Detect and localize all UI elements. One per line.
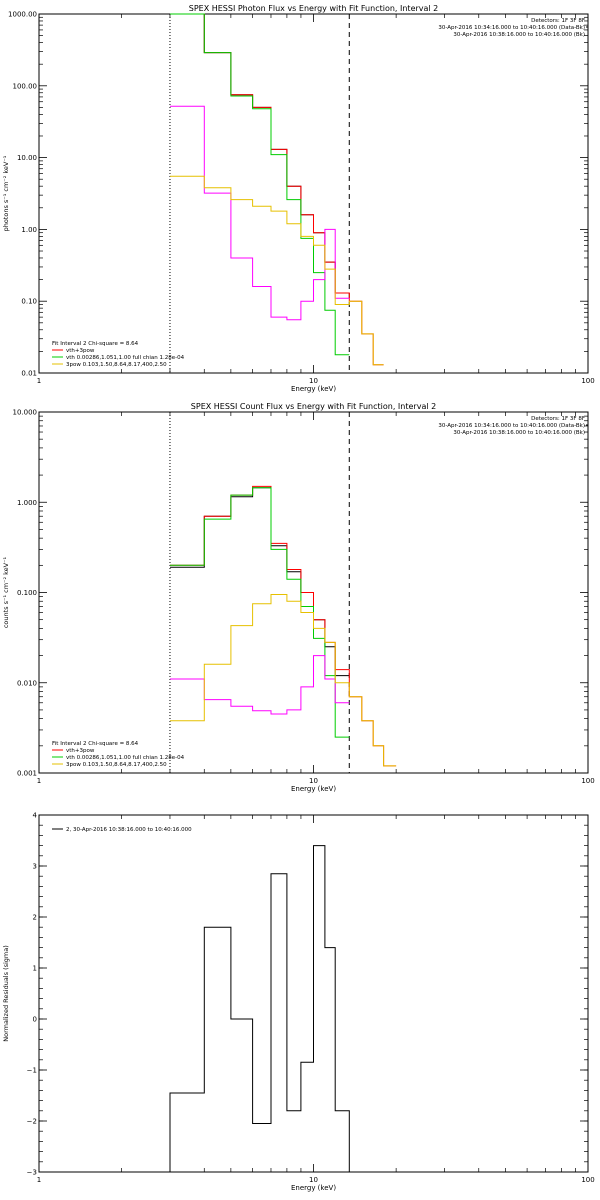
y-tick-label: 1.00 xyxy=(21,226,37,234)
y-tick-label: −1 xyxy=(27,1067,37,1075)
series-line-2 xyxy=(170,13,384,366)
info-text: 30-Apr-2016 10:38:16.000 to 10:40:16.000… xyxy=(453,32,585,38)
x-tick-label: 10 xyxy=(309,1176,318,1184)
legend-label: vth 0.00286,1.051,1.00 full chian 1.28e-… xyxy=(66,755,185,761)
y-axis-label: photons s⁻¹ cm⁻² keV⁻¹ xyxy=(2,155,10,231)
x-tick-label: 100 xyxy=(581,1176,594,1184)
y-tick-label: 0 xyxy=(33,1016,37,1024)
legend-label: 3pow 0.103,1.50,8.64,8.17,400,2.50 xyxy=(66,762,167,768)
x-axis-label: Energy (keV) xyxy=(291,1184,336,1192)
y-tick-label: −2 xyxy=(27,1118,37,1126)
legend-label: vth 0.00286,1.051,1.00 full chian 1.28e-… xyxy=(66,355,185,361)
legend-label: 2, 30-Apr-2016 10:38:16.000 to 10:40:16.… xyxy=(66,827,192,833)
x-tick-label: 100 xyxy=(581,777,594,785)
y-tick-label: 0.001 xyxy=(17,770,37,778)
chart-panel-1: 1 10 100 0.01 0.10 1.00 10.00 100.00 1000.00 Ener… xyxy=(2,4,595,393)
x-tick-label: 10 xyxy=(309,377,318,385)
series-line-4 xyxy=(170,105,350,321)
x-tick-label: 100 xyxy=(581,377,594,385)
legend-header: Fit Interval 2 Chi-square = 8.64 xyxy=(52,341,139,347)
y-tick-label: 2 xyxy=(33,914,37,922)
info-text: 30-Apr-2016 10:34:16.000 to 10:40:16.000… xyxy=(438,25,585,31)
chart-panel-3: 1 10 100 −3 −2 −1 0 1 2 3 4 Energy (keV) Normalized … xyxy=(2,812,595,1193)
legend-label: 3pow 0.103,1.50,8.64,8.17,400,2.50 xyxy=(66,362,167,368)
x-tick-label: 10 xyxy=(309,777,318,785)
x-tick-label: 1 xyxy=(37,1176,41,1184)
chart-title: SPEX HESSI Photon Flux vs Energy with Fi… xyxy=(189,4,439,13)
y-tick-label: 1 xyxy=(33,965,37,973)
chart-panel-2: 1 10 100 0.001 0.010 0.100 1.000 10.000 Energy (… xyxy=(2,402,595,793)
y-axis-label: counts s⁻¹ cm⁻² keV⁻¹ xyxy=(2,556,10,628)
y-tick-label: −3 xyxy=(27,1169,37,1177)
chart-title: SPEX HESSI Count Flux vs Energy with Fit… xyxy=(191,402,436,411)
series-line-1 xyxy=(169,845,350,1172)
y-tick-label: 10.000 xyxy=(13,409,38,417)
x-axis-label: Energy (keV) xyxy=(291,385,336,393)
info-text: Detectors: 1F 3F 8F xyxy=(531,416,585,422)
y-tick-label: 1000.00 xyxy=(8,11,37,19)
y-tick-label: 100.00 xyxy=(13,82,38,90)
series-line-5 xyxy=(170,594,397,767)
x-tick-label: 1 xyxy=(37,377,41,385)
y-tick-label: 0.01 xyxy=(21,370,37,378)
y-tick-label: 4 xyxy=(33,812,38,820)
y-tick-label: 0.100 xyxy=(17,589,37,597)
series-line-3 xyxy=(170,487,350,738)
y-tick-label: 0.10 xyxy=(21,298,37,306)
series-line-1 xyxy=(170,487,350,677)
series-line-3 xyxy=(170,13,350,356)
y-tick-label: 3 xyxy=(33,863,37,871)
legend-label: vth+3pow xyxy=(66,348,95,354)
plot-frame xyxy=(38,13,589,374)
x-tick-label: 1 xyxy=(37,777,41,785)
info-text: 30-Apr-2016 10:34:16.000 to 10:40:16.000… xyxy=(438,423,585,429)
legend-header: Fit Interval 2 Chi-square = 8.64 xyxy=(52,741,139,747)
series-line-1 xyxy=(170,13,350,294)
series-line-4 xyxy=(170,655,350,715)
y-tick-label: 1.000 xyxy=(17,499,37,507)
series-line-5 xyxy=(170,175,384,366)
x-axis-label: Energy (keV) xyxy=(291,785,336,793)
y-tick-label: 0.010 xyxy=(17,679,37,687)
y-tick-label: 10.00 xyxy=(17,154,37,162)
info-text: 30-Apr-2016 10:38:16.000 to 10:40:16.000… xyxy=(453,430,585,436)
legend-label: vth+3pow xyxy=(66,748,95,754)
info-text: Detectors: 1F 3F 8F xyxy=(531,18,585,24)
y-axis-label: Normalized Residuals (sigma) xyxy=(2,945,10,1042)
